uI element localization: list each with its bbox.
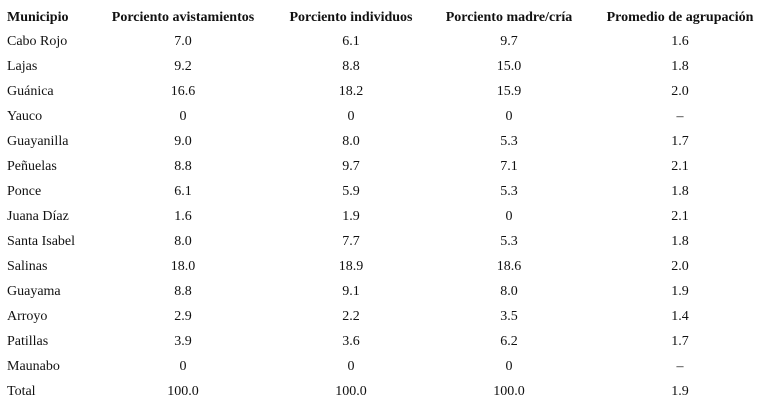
cell: 100.0 <box>167 384 199 399</box>
cell: 2.0 <box>671 84 689 99</box>
cell: 1.9 <box>342 209 360 224</box>
row-label: Santa Isabel <box>7 234 75 249</box>
cell: 9.7 <box>342 159 360 174</box>
column-header: Porciento avistamientos <box>112 10 255 25</box>
cell: 0 <box>506 359 513 374</box>
column-header: Porciento madre/cría <box>446 10 573 25</box>
cell: 5.3 <box>500 234 518 249</box>
cell: 8.0 <box>174 234 192 249</box>
cell: 9.1 <box>342 284 360 299</box>
cell: 1.4 <box>671 309 689 324</box>
cell: 5.3 <box>500 134 518 149</box>
row-label: Peñuelas <box>7 159 57 174</box>
cell: 18.6 <box>497 259 522 274</box>
row-label: Guayanilla <box>7 134 69 149</box>
row-label: Guayama <box>7 284 61 299</box>
cell: 7.0 <box>174 34 192 49</box>
cell: 2.1 <box>671 159 689 174</box>
cell: 2.0 <box>671 259 689 274</box>
cell: 6.1 <box>342 34 360 49</box>
cell: 1.6 <box>174 209 192 224</box>
cell: 6.1 <box>174 184 192 199</box>
cell: 9.7 <box>500 34 518 49</box>
column-header: Municipio <box>7 10 68 25</box>
cell: 9.0 <box>174 134 192 149</box>
cell: – <box>676 109 685 124</box>
cell: 1.6 <box>671 34 689 49</box>
cell: 18.2 <box>339 84 364 99</box>
cell: 8.8 <box>174 159 192 174</box>
cell: 1.9 <box>671 384 689 399</box>
cell: 0 <box>180 359 187 374</box>
cell: 7.1 <box>500 159 518 174</box>
cell: 5.9 <box>342 184 360 199</box>
row-label: Total <box>7 384 36 399</box>
cell: 1.7 <box>671 334 689 349</box>
cell: 15.9 <box>497 84 522 99</box>
cell: 7.7 <box>342 234 360 249</box>
cell: 2.2 <box>342 309 360 324</box>
column-header: Porciento individuos <box>289 10 413 25</box>
cell: 2.9 <box>174 309 192 324</box>
cell: 0 <box>180 109 187 124</box>
cell: 100.0 <box>493 384 525 399</box>
cell: 8.0 <box>500 284 518 299</box>
cell: 0 <box>348 359 355 374</box>
cell: 5.3 <box>500 184 518 199</box>
cell: 18.0 <box>171 259 196 274</box>
cell: 1.9 <box>671 284 689 299</box>
cell: 3.6 <box>342 334 360 349</box>
cell: 2.1 <box>671 209 689 224</box>
cell: 15.0 <box>497 59 522 74</box>
row-label: Cabo Rojo <box>7 34 67 49</box>
cell: 0 <box>506 109 513 124</box>
row-label: Salinas <box>7 259 47 274</box>
cell: 8.8 <box>174 284 192 299</box>
cell: – <box>676 359 685 374</box>
cell: 8.8 <box>342 59 360 74</box>
cell: 100.0 <box>335 384 367 399</box>
cell: 16.6 <box>171 84 196 99</box>
row-label: Yauco <box>7 109 42 124</box>
row-label: Juana Díaz <box>7 209 69 224</box>
row-label: Ponce <box>7 184 41 199</box>
cell: 1.8 <box>671 234 689 249</box>
cell: 0 <box>506 209 513 224</box>
cell: 3.9 <box>174 334 192 349</box>
column-header: Promedio de agrupación <box>607 10 754 25</box>
row-label: Guánica <box>7 84 54 99</box>
row-label: Patillas <box>7 334 48 349</box>
cell: 9.2 <box>174 59 192 74</box>
row-label: Lajas <box>7 59 37 74</box>
row-label: Arroyo <box>7 309 47 324</box>
cell: 8.0 <box>342 134 360 149</box>
cell: 18.9 <box>339 259 364 274</box>
cell: 3.5 <box>500 309 518 324</box>
cell: 1.8 <box>671 59 689 74</box>
cell: 6.2 <box>500 334 518 349</box>
cell: 1.7 <box>671 134 689 149</box>
cell: 1.8 <box>671 184 689 199</box>
cell: 0 <box>348 109 355 124</box>
row-label: Maunabo <box>7 359 60 374</box>
